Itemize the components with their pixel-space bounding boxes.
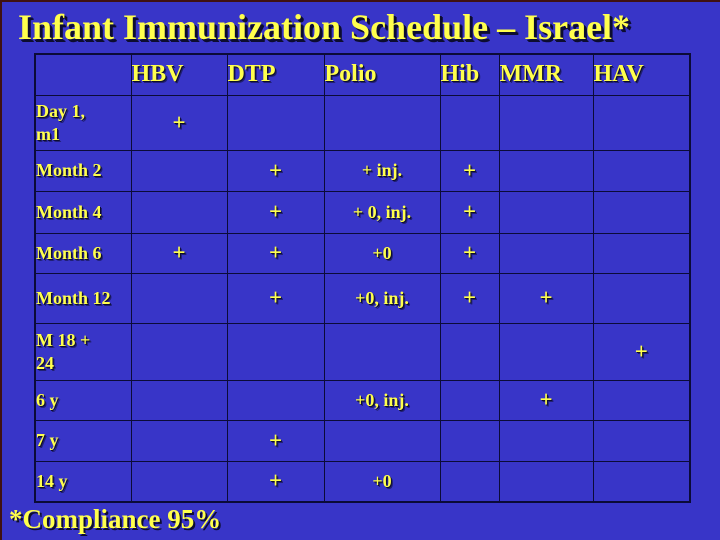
table-row: 14 y + +0 bbox=[34, 460, 691, 503]
row-label: Day 1, m1 bbox=[34, 94, 132, 151]
table-row: M 18 + 24 + bbox=[34, 322, 691, 381]
schedule-cell: + inj. bbox=[323, 149, 441, 192]
row-label: Month 4 bbox=[34, 190, 132, 234]
schedule-cell: + bbox=[130, 232, 228, 274]
schedule-cell: + bbox=[439, 272, 500, 324]
column-header-hav: HAV bbox=[592, 53, 691, 96]
corner-cell bbox=[34, 53, 132, 96]
schedule-cell bbox=[498, 322, 594, 381]
immunization-table: HBV DTP Polio Hib MMR HAV Day 1, m1 + Mo… bbox=[34, 53, 691, 503]
schedule-cell bbox=[592, 94, 691, 151]
schedule-cell: + bbox=[130, 94, 228, 151]
table-row: Month 4 + + 0, inj. + bbox=[34, 190, 691, 234]
table-row: Month 6 + + +0 + bbox=[34, 232, 691, 274]
schedule-cell bbox=[226, 322, 325, 381]
schedule-cell: +0, inj. bbox=[323, 272, 441, 324]
row-label: 6 y bbox=[34, 379, 132, 421]
schedule-cell bbox=[323, 419, 441, 462]
schedule-cell: + bbox=[498, 379, 594, 421]
schedule-cell bbox=[226, 379, 325, 421]
schedule-cell: + bbox=[592, 322, 691, 381]
column-header-dtp: DTP bbox=[226, 53, 325, 96]
schedule-cell bbox=[592, 419, 691, 462]
row-label: 14 y bbox=[34, 460, 132, 503]
column-header-hib: Hib bbox=[439, 53, 500, 96]
table-row: Month 12 + +0, inj. + + bbox=[34, 272, 691, 324]
schedule-cell bbox=[498, 232, 594, 274]
schedule-cell bbox=[130, 379, 228, 421]
schedule-cell bbox=[323, 94, 441, 151]
schedule-cell bbox=[592, 190, 691, 234]
row-label: M 18 + 24 bbox=[34, 322, 132, 381]
schedule-cell bbox=[226, 94, 325, 151]
table-row: 7 y + bbox=[34, 419, 691, 462]
schedule-cell: + bbox=[226, 419, 325, 462]
schedule-cell: +0 bbox=[323, 232, 441, 274]
column-header-hbv: HBV bbox=[130, 53, 228, 96]
table-row: Month 2 + + inj. + bbox=[34, 149, 691, 192]
row-label: 7 y bbox=[34, 419, 132, 462]
page-title: Infant Immunization Schedule – Israel* bbox=[18, 7, 631, 47]
schedule-cell: + bbox=[226, 232, 325, 274]
schedule-cell bbox=[592, 460, 691, 503]
schedule-cell: +0, inj. bbox=[323, 379, 441, 421]
schedule-cell bbox=[498, 190, 594, 234]
schedule-cell bbox=[439, 419, 500, 462]
schedule-cell bbox=[592, 232, 691, 274]
schedule-cell bbox=[592, 149, 691, 192]
table-row: Day 1, m1 + bbox=[34, 94, 691, 151]
schedule-cell: + bbox=[226, 460, 325, 503]
schedule-cell bbox=[323, 322, 441, 381]
schedule-cell bbox=[498, 94, 594, 151]
schedule-cell bbox=[439, 460, 500, 503]
row-label: Month 12 bbox=[34, 272, 132, 324]
schedule-cell bbox=[130, 190, 228, 234]
schedule-cell bbox=[498, 419, 594, 462]
schedule-cell: + bbox=[498, 272, 594, 324]
schedule-cell: + bbox=[439, 149, 500, 192]
schedule-cell bbox=[130, 460, 228, 503]
schedule-cell bbox=[439, 94, 500, 151]
schedule-cell bbox=[130, 419, 228, 462]
schedule-cell bbox=[498, 460, 594, 503]
schedule-cell: + 0, inj. bbox=[323, 190, 441, 234]
schedule-cell bbox=[592, 272, 691, 324]
schedule-cell: + bbox=[439, 232, 500, 274]
schedule-cell bbox=[498, 149, 594, 192]
row-label: Month 6 bbox=[34, 232, 132, 274]
column-header-mmr: MMR bbox=[498, 53, 594, 96]
schedule-cell: + bbox=[439, 190, 500, 234]
compliance-footnote: *Compliance 95% bbox=[9, 504, 222, 534]
table-row: 6 y +0, inj. + bbox=[34, 379, 691, 421]
header-row: HBV DTP Polio Hib MMR HAV bbox=[34, 53, 691, 96]
schedule-cell bbox=[439, 379, 500, 421]
schedule-cell bbox=[130, 149, 228, 192]
schedule-cell bbox=[592, 379, 691, 421]
column-header-polio: Polio bbox=[323, 53, 441, 96]
schedule-cell: + bbox=[226, 190, 325, 234]
schedule-cell: + bbox=[226, 272, 325, 324]
schedule-cell: +0 bbox=[323, 460, 441, 503]
schedule-cell: + bbox=[226, 149, 325, 192]
schedule-cell bbox=[130, 322, 228, 381]
schedule-cell bbox=[439, 322, 500, 381]
schedule-cell bbox=[130, 272, 228, 324]
row-label: Month 2 bbox=[34, 149, 132, 192]
